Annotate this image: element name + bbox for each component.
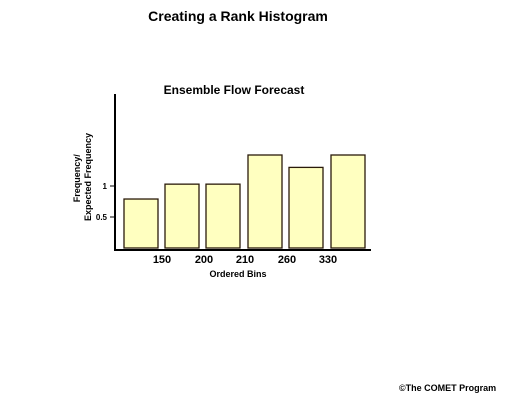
x-tick-label: 150 (153, 254, 171, 266)
slide-title: Creating a Rank Histogram (148, 8, 328, 24)
bar-3 (205, 183, 241, 249)
x-tick-label: 260 (278, 254, 296, 266)
x-axis-title: Ordered Bins (209, 269, 266, 279)
bar-5 (288, 166, 324, 249)
y-ticks-layer: 0.51 (96, 182, 116, 222)
x-ticks-layer: 150 200 210 260 330 (153, 254, 337, 266)
bar-4 (247, 154, 283, 249)
bar-2 (164, 183, 200, 249)
bar-1 (123, 198, 159, 249)
bar-6 (330, 154, 366, 249)
bars-layer (123, 154, 366, 249)
y-tick-label: 1 (103, 182, 108, 191)
y-axis-title-line-2: Expected Frequency (83, 133, 93, 221)
y-axis-title-line-1: Frequency/ (72, 154, 82, 203)
x-tick-label: 330 (319, 254, 337, 266)
x-tick-label: 210 (236, 254, 254, 266)
chart-title: Ensemble Flow Forecast (164, 83, 305, 97)
y-tick-label: 0.5 (96, 213, 108, 222)
copyright-notice: ©The COMET Program (399, 383, 497, 393)
y-axis-title: Frequency/ Expected Frequency (72, 133, 93, 221)
x-tick-label: 200 (195, 254, 213, 266)
